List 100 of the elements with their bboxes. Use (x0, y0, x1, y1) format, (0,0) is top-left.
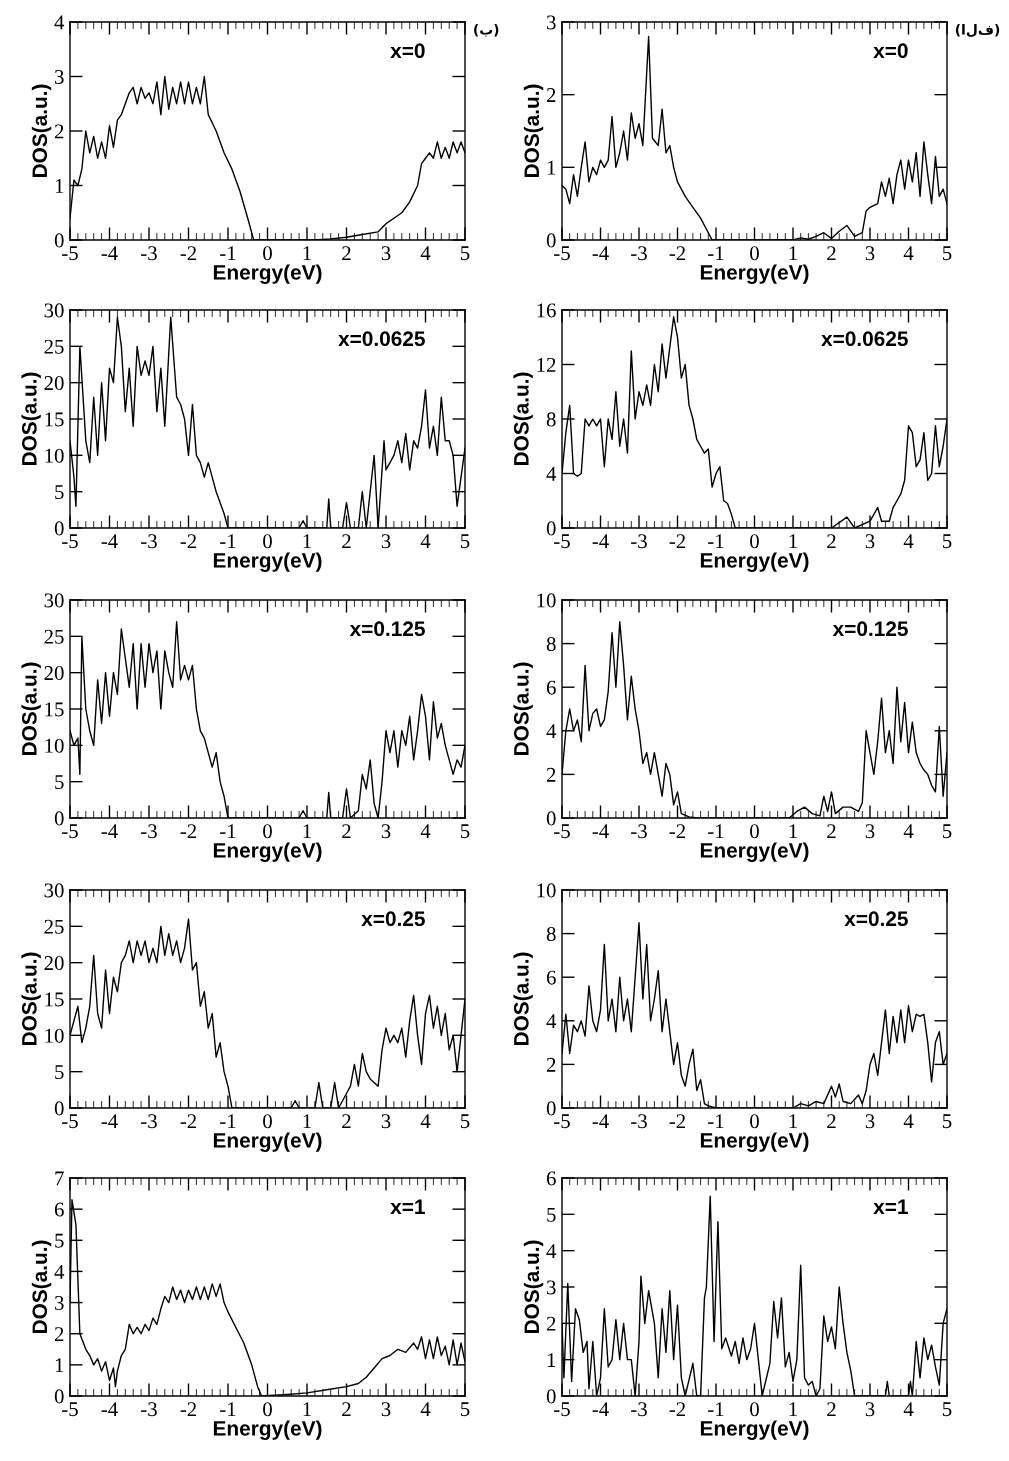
annotation: x=0.25 (361, 911, 425, 927)
x-tick-label: -4 (592, 824, 609, 839)
x-tick-label: -3 (141, 246, 157, 261)
y-tick-label: 0 (54, 1389, 64, 1404)
x-tick-label: -2 (669, 246, 686, 261)
x-tick-label: 5 (943, 534, 952, 549)
x-tick-label: 2 (827, 534, 836, 549)
y-tick-label: 25 (44, 919, 64, 934)
y-tick-label: 1 (55, 1358, 64, 1373)
x-tick-label: 4 (903, 824, 914, 839)
x-tick-label: 0 (263, 534, 272, 549)
x-tick-label: -5 (554, 1402, 570, 1417)
annotation: x=0.25 (844, 911, 908, 927)
y-tick-label: 5 (547, 1207, 556, 1222)
y-axis-title: DOS(a.u.) (513, 662, 533, 756)
x-tick-label: -3 (141, 824, 157, 839)
y-tick-label: 8 (546, 926, 556, 942)
y-tick-label: 3 (547, 15, 556, 30)
y-tick-label: 2 (546, 88, 556, 102)
x-tick-label: -1 (708, 1114, 724, 1129)
y-tick-label: 1 (55, 178, 64, 193)
annotation: x=0.0625 (338, 331, 425, 347)
y-tick-label: 3 (55, 69, 64, 84)
y-tick-label: 25 (44, 629, 64, 644)
x-tick-label: 1 (303, 534, 311, 549)
y-axis-title: DOS(a.u.) (31, 84, 52, 178)
x-tick-label: 0 (750, 824, 759, 839)
x-tick-label: -2 (180, 1114, 197, 1129)
x-tick-label: 0 (750, 1402, 759, 1417)
y-tick-label: 2 (54, 1327, 64, 1341)
annotation: x=0.0625 (821, 331, 908, 347)
x-tick-label: -3 (631, 1114, 647, 1129)
y-tick-label: 0 (54, 811, 64, 826)
x-tick-label: 5 (461, 534, 470, 549)
annotation: x=0.125 (349, 621, 425, 637)
x-tick-label: -3 (631, 246, 647, 261)
x-tick-label: 3 (865, 246, 875, 261)
y-tick-label: 6 (54, 1202, 64, 1217)
y-tick-label: 10 (537, 883, 556, 898)
y-tick-label: 4 (546, 467, 557, 481)
x-tick-label: 4 (420, 1402, 431, 1417)
x-tick-label: 5 (461, 1402, 470, 1417)
x-tick-label: 3 (865, 1114, 875, 1129)
x-tick-label: -1 (708, 534, 724, 549)
x-axis-title: Energy(eV) (700, 552, 809, 572)
x-tick-label: 5 (943, 1402, 952, 1417)
x-tick-label: -1 (220, 824, 236, 839)
x-tick-label: -2 (669, 1114, 686, 1129)
y-tick-label: 10 (45, 1028, 64, 1043)
x-tick-label: 4 (903, 1402, 914, 1417)
x-tick-label: 2 (827, 246, 836, 261)
x-tick-label: 3 (865, 1402, 875, 1417)
x-tick-label: -1 (220, 1114, 236, 1129)
x-tick-label: 1 (303, 824, 311, 839)
x-tick-label: -5 (554, 824, 570, 839)
y-tick-label: 30 (44, 303, 64, 318)
y-tick-label: 10 (45, 738, 64, 753)
y-tick-label: 16 (537, 303, 556, 318)
x-tick-label: 4 (903, 1114, 914, 1129)
x-tick-label: -5 (554, 1114, 570, 1129)
annotation: x=1 (873, 1199, 908, 1214)
y-tick-label: 4 (54, 15, 65, 30)
x-tick-label: -1 (708, 1402, 724, 1417)
x-tick-label: 2 (827, 1114, 836, 1129)
x-tick-label: -5 (62, 1402, 78, 1417)
x-tick-label: 4 (903, 534, 914, 549)
annotation: x=0 (873, 43, 908, 59)
x-tick-label: -5 (62, 246, 78, 261)
x-tick-label: 5 (943, 824, 952, 839)
y-tick-label: 5 (55, 1233, 64, 1248)
y-tick-label: 6 (546, 970, 556, 985)
x-tick-label: 1 (303, 1114, 311, 1129)
x-axis-title: Energy(eV) (213, 1132, 322, 1152)
y-axis-title: DOS(a.u.) (513, 952, 533, 1046)
y-tick-label: 20 (44, 956, 64, 971)
x-tick-label: 0 (750, 1114, 759, 1129)
x-tick-label: 0 (750, 534, 759, 549)
x-tick-label: -5 (554, 534, 570, 549)
x-tick-label: -4 (101, 534, 118, 549)
y-tick-label: 25 (44, 339, 64, 354)
y-axis-title: DOS(a.u.) (523, 84, 544, 178)
x-tick-label: -1 (708, 824, 724, 839)
x-tick-label: 4 (420, 534, 431, 549)
x-tick-label: -1 (220, 246, 236, 261)
x-tick-label: 3 (381, 534, 391, 549)
y-axis-title: DOS(a.u.) (21, 372, 41, 466)
y-tick-label: 6 (546, 680, 556, 695)
x-tick-label: 2 (827, 824, 836, 839)
y-tick-label: 2 (546, 1316, 556, 1331)
y-tick-label: 0 (546, 1101, 556, 1116)
y-tick-label: 8 (546, 412, 556, 427)
y-axis-title: DOS(a.u.) (523, 1240, 544, 1334)
y-tick-label: 1 (547, 160, 556, 175)
x-tick-label: 0 (263, 1114, 272, 1129)
x-tick-label: 2 (342, 1402, 351, 1417)
x-tick-label: -3 (141, 534, 157, 549)
x-tick-label: -4 (592, 1402, 609, 1417)
y-tick-label: 20 (44, 666, 64, 681)
x-tick-label: 1 (789, 1402, 797, 1417)
x-tick-label: -3 (631, 824, 647, 839)
